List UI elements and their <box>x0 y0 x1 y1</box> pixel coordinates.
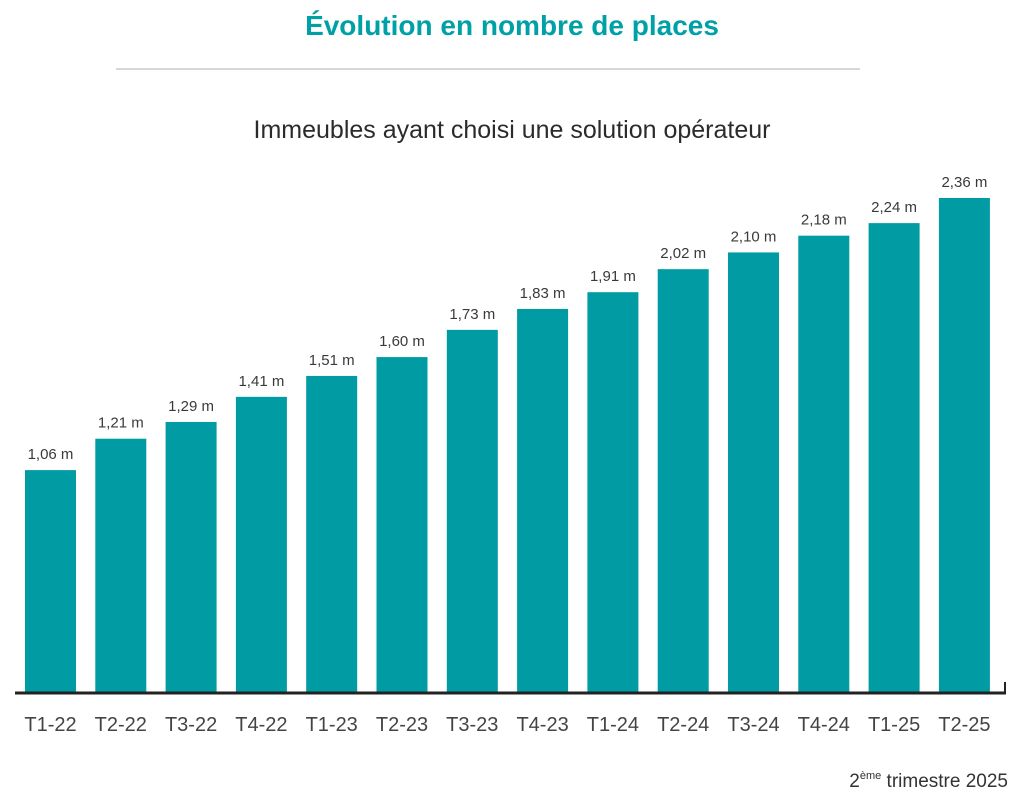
title-divider <box>116 68 860 70</box>
bar-T1-23 <box>306 375 358 692</box>
tick-label-T4-23: T4-23 <box>516 714 568 736</box>
tick-label-T1-25: T1-25 <box>868 714 920 736</box>
tick-label-T2-25: T2-25 <box>938 714 990 736</box>
value-label-T4-22: 1,41 m <box>238 373 284 390</box>
footer-superscript: ème <box>859 770 882 782</box>
tick-label-T2-24: T2-24 <box>657 714 709 736</box>
tick-label-T3-24: T3-24 <box>727 714 779 736</box>
bar-T4-22 <box>235 396 287 692</box>
bars-group <box>25 198 990 693</box>
footer-text: trimestre 2025 <box>881 771 1008 792</box>
footer-number: 2 <box>849 771 860 792</box>
value-label-T1-23: 1,51 m <box>309 352 355 369</box>
value-label-T1-22: 1,06 m <box>28 446 74 463</box>
tick-label-T2-23: T2-23 <box>376 714 428 736</box>
value-label-T3-24: 2,10 m <box>731 228 777 245</box>
bar-T4-23 <box>517 308 569 692</box>
bar-T2-24 <box>657 269 709 692</box>
period-footer: 2ème trimestre 2025 <box>849 770 1008 793</box>
tick-label-T3-23: T3-23 <box>446 714 498 736</box>
value-label-T2-22: 1,21 m <box>98 415 144 432</box>
bar-T1-22 <box>25 470 76 692</box>
bar-T3-23 <box>446 329 498 692</box>
bar-T2-25 <box>938 198 990 692</box>
value-label-T2-24: 2,02 m <box>660 245 706 262</box>
tick-label-T2-22: T2-22 <box>95 714 147 736</box>
bar-T3-24 <box>728 252 779 693</box>
value-label-T1-24: 1,91 m <box>590 268 636 285</box>
tick-label-T1-23: T1-23 <box>306 714 358 736</box>
bar-T3-22 <box>165 421 217 692</box>
value-label-T3-22: 1,29 m <box>168 398 214 415</box>
tick-label-T3-22: T3-22 <box>165 714 217 736</box>
value-label-T2-23: 1,60 m <box>379 333 425 350</box>
tick-label-T1-22: T1-22 <box>24 714 76 736</box>
value-labels-group: 1,06 m 1,21 m 1,29 m 1,41 m 1,51 m 1,60 m 1,73… <box>28 174 988 463</box>
tick-labels-group: T1-22 T2-22 T3-22 T4-22 T1-23 T2-23 T3-23 T4-23… <box>24 714 990 736</box>
bar-T4-24 <box>798 235 850 692</box>
chart-subtitle: Immeubles ayant choisi une solution opér… <box>253 116 771 144</box>
value-label-T1-25: 2,24 m <box>871 199 917 216</box>
value-label-T4-24: 2,18 m <box>801 212 847 229</box>
tick-label-T1-24: T1-24 <box>587 714 639 736</box>
page-title: Évolution en nombre de places <box>305 10 719 41</box>
bar-T1-24 <box>587 292 639 692</box>
bar-T1-25 <box>868 223 920 692</box>
bar-T2-22 <box>95 438 147 692</box>
bar-T2-23 <box>376 357 428 692</box>
value-label-T4-23: 1,83 m <box>520 285 566 302</box>
value-label-T3-23: 1,73 m <box>449 306 495 323</box>
tick-label-T4-24: T4-24 <box>798 714 850 736</box>
tick-label-T4-22: T4-22 <box>235 714 287 736</box>
value-label-T2-25: 2,36 m <box>941 174 987 191</box>
